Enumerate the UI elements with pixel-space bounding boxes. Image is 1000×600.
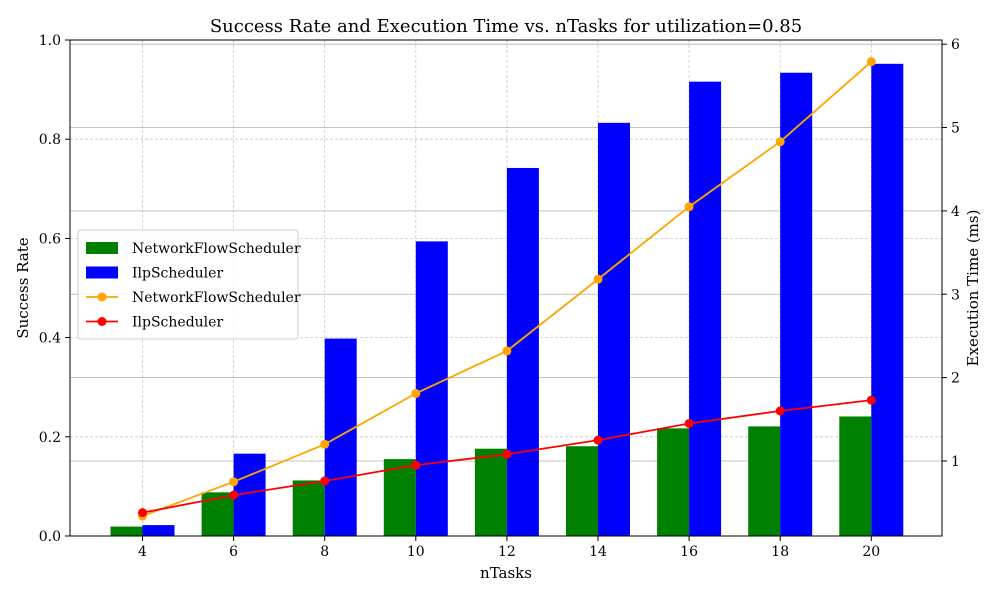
bar-networkflow-8: [292, 480, 325, 536]
point-networkflow-16: [684, 202, 694, 212]
point-ilp-14: [593, 435, 603, 445]
bar-networkflow-4: [110, 526, 143, 536]
point-networkflow-20: [866, 57, 876, 67]
bar-ilp-16: [689, 81, 722, 536]
x-tick-label-16: 16: [680, 544, 698, 560]
bars: [110, 63, 904, 537]
legend-swatch-bar-ilp: [86, 266, 118, 279]
x-tick-label-4: 4: [138, 544, 147, 560]
point-ilp-16: [684, 418, 694, 428]
bar-ilp-14: [598, 122, 630, 536]
legend-swatch-bar-networkflow: [86, 242, 118, 254]
bar-networkflow-16: [657, 428, 690, 536]
y-tick-label-5: 1.0: [39, 33, 61, 49]
bar-networkflow-12: [474, 448, 507, 536]
bar-ilp-8: [324, 338, 357, 536]
point-networkflow-10: [411, 388, 421, 398]
y2-tick-label-3: 4: [951, 204, 960, 220]
bar-networkflow-18: [748, 426, 781, 536]
legend-label-line-ilp: IlpScheduler: [132, 315, 223, 331]
y2-tick-label-1: 2: [951, 371, 960, 387]
y2-tick-label-2: 3: [951, 287, 960, 303]
point-ilp-18: [775, 406, 785, 416]
point-ilp-10: [411, 460, 421, 470]
bar-networkflow-14: [566, 446, 598, 536]
y-tick-label-0: 0.0: [39, 529, 61, 545]
x-tick-label-18: 18: [771, 544, 789, 560]
legend-marker-ilp: [97, 317, 107, 326]
x-tick-label-12: 12: [498, 544, 516, 560]
x-tick-label-14: 14: [589, 544, 607, 560]
bar-networkflow-20: [839, 416, 872, 536]
point-ilp-8: [320, 476, 330, 486]
x-tick-label-20: 20: [862, 544, 880, 560]
chart-title: Success Rate and Execution Time vs. nTas…: [210, 16, 802, 37]
bar-ilp-12: [506, 167, 539, 536]
bar-ilp-18: [780, 72, 813, 537]
x-tick-label-6: 6: [229, 544, 238, 560]
x-tick-label-10: 10: [407, 544, 425, 560]
legend-label-bar-ilp: IlpScheduler: [132, 266, 223, 282]
point-networkflow-14: [593, 274, 603, 284]
bar-ilp-10: [415, 241, 448, 536]
y2-tick-label-0: 1: [951, 454, 960, 470]
plot-frame: [69, 39, 943, 537]
bar-ilp-20: [871, 63, 904, 537]
x-tick-label-8: 8: [320, 544, 329, 560]
y-axis-label: Success Rate: [14, 237, 32, 338]
point-networkflow-8: [320, 439, 330, 449]
bar-networkflow-10: [383, 459, 416, 536]
y2-axis-label: Execution Time (ms): [964, 210, 982, 367]
y2-tick-label-4: 5: [951, 121, 960, 137]
point-ilp-20: [866, 395, 876, 405]
point-networkflow-12: [502, 346, 512, 356]
y-tick-label-2: 0.4: [39, 331, 61, 347]
legend-marker-networkflow: [97, 292, 107, 302]
legend-box: [77, 229, 299, 340]
point-networkflow-6: [229, 477, 239, 487]
y-tick-label-3: 0.6: [39, 231, 61, 247]
point-ilp-6: [229, 490, 239, 500]
x-axis-label: nTasks: [480, 564, 532, 582]
y-tick-label-4: 0.8: [39, 132, 61, 148]
point-ilp-4: [138, 508, 147, 518]
y2-tick-label-5: 6: [951, 37, 960, 53]
legend-label-bar-networkflow: NetworkFlowScheduler: [132, 241, 301, 257]
point-ilp-12: [502, 449, 512, 459]
lines: [138, 57, 876, 521]
legend-label-line-networkflow: NetworkFlowScheduler: [132, 290, 301, 306]
point-networkflow-18: [775, 137, 785, 147]
y-tick-label-1: 0.2: [39, 430, 61, 446]
legend: NetworkFlowScheduler IlpScheduler NetworkF…: [77, 229, 301, 340]
bar-ilp-4: [142, 525, 175, 536]
